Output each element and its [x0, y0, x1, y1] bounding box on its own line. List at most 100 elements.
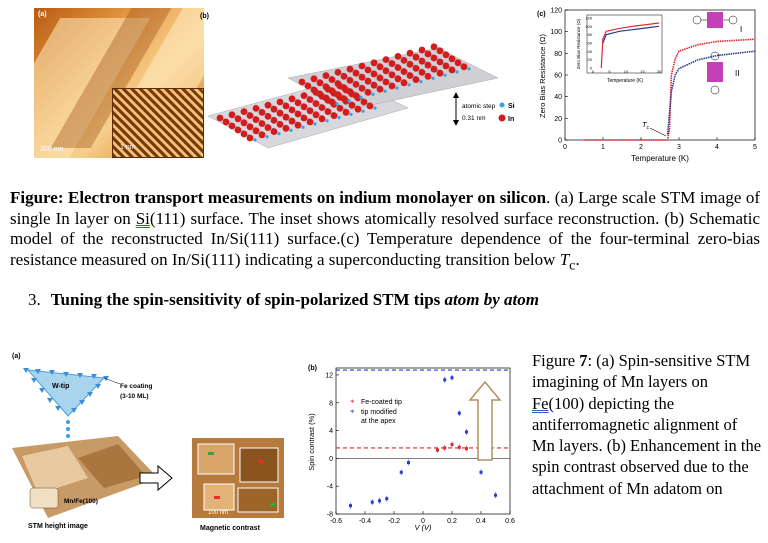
- in-atom: [418, 46, 426, 54]
- x-ticks: 0 1 2 3 4 5: [563, 137, 757, 151]
- in-atom: [388, 82, 396, 90]
- magnetic-contrast-caption: Magnetic contrast: [200, 525, 261, 532]
- in-atom: [318, 104, 326, 111]
- y-tick-label: 4: [329, 428, 333, 435]
- panel-label: (b): [200, 13, 209, 20]
- inset-y-tick-label: 0: [590, 66, 593, 71]
- si-atom: [337, 116, 341, 120]
- in-atom: [352, 69, 360, 77]
- fe-coating-atom: [77, 373, 83, 378]
- data-point: [457, 445, 461, 449]
- si-atom: [383, 89, 387, 93]
- fe-coating-atom: [49, 370, 55, 375]
- series-lines: [584, 38, 756, 141]
- in-atom: [376, 74, 384, 82]
- spin-polarized-stm-figure: (a) W-tip Fe coating (3-10 ML) Mn/Fe(100…: [12, 353, 284, 532]
- si-atom: [431, 76, 435, 80]
- in-atom: [316, 79, 324, 87]
- in-atom: [460, 63, 468, 71]
- in-atom: [294, 99, 302, 107]
- in-atom: [342, 109, 350, 116]
- inset-x-label: Temperature (K): [607, 78, 643, 84]
- in-atom: [276, 109, 284, 117]
- island: [29, 487, 59, 509]
- in-atom: [252, 105, 260, 112]
- four-terminal-schematic-icon: [707, 51, 723, 95]
- in-atom: [264, 113, 272, 120]
- data-point: [349, 504, 352, 508]
- x-tick-label: 3: [677, 144, 681, 151]
- in-atom: [448, 66, 456, 74]
- si-atom: [253, 138, 257, 142]
- in-atom: [306, 96, 314, 103]
- in-atom: [340, 73, 348, 80]
- in-atom: [306, 118, 314, 126]
- inset-y-tick-label: 120: [585, 16, 592, 21]
- legend-red-label: Fe-coated tip: [361, 399, 402, 406]
- in-atom: [276, 121, 284, 128]
- section-title: Tuning the spin-sensitivity of spin-pola…: [50, 290, 445, 309]
- in-atom: [246, 112, 254, 119]
- tip-label: W-tip: [52, 383, 69, 390]
- x-ticks: -0.6 -0.4 -0.2 0 0.2 0.4 0.6: [330, 511, 515, 525]
- tc-symbol: T: [559, 249, 570, 269]
- in-atom: [252, 127, 260, 135]
- y-tick-label: 0: [329, 456, 333, 463]
- si-legend-marker: [499, 102, 505, 108]
- figure-caption: Figure: Electron transport measurements …: [10, 188, 760, 275]
- caption-title: Figure: Electron transport measurements …: [10, 188, 547, 207]
- in-atom: [294, 110, 302, 118]
- in-atom: [454, 59, 462, 67]
- fe-coating-atom: [79, 400, 85, 405]
- coating-thickness: (3-10 ML): [120, 393, 149, 400]
- curve-label-I: I: [740, 25, 742, 34]
- in-atom: [324, 108, 332, 115]
- fe-coating-atom: [55, 406, 61, 411]
- x-axis-label: V (V): [414, 523, 432, 532]
- domain-patch: [197, 443, 235, 475]
- in-atom: [424, 50, 432, 58]
- y-ticks: -8 -4 0 4 8 12: [325, 372, 339, 519]
- in-atom: [276, 98, 284, 106]
- panel-label: (c): [537, 11, 546, 18]
- fe-coating: [23, 368, 109, 413]
- in-atom: [310, 86, 318, 94]
- domain-marker: [258, 460, 264, 463]
- in-atom: [412, 65, 420, 72]
- domain-patch: [239, 447, 279, 483]
- side-caption-text: (100) depicting the antiferromagnetic al…: [532, 393, 762, 498]
- x-tick-label: 1: [601, 144, 605, 151]
- y-tick-label: 20: [554, 116, 562, 123]
- inset-x-tick-label: 15: [640, 69, 645, 74]
- inset-y-label: Zero Bias Resistance (Ω): [576, 18, 581, 69]
- in-atom: [322, 94, 330, 102]
- coating-pointer: [103, 377, 121, 385]
- x-tick-label: 2: [639, 144, 643, 151]
- in-atom: [294, 121, 302, 129]
- in-atom: [376, 85, 384, 93]
- in-atom: [258, 109, 266, 116]
- in-atom: [436, 69, 444, 77]
- in-atom: [330, 112, 338, 119]
- spin-contrast-chart: (b) -8 -4 0 4 8 12 -0.6 -0.4 -0.2 0 0.2 0.4 0.6 Spi…: [307, 365, 515, 532]
- y-tick-label: 40: [554, 94, 562, 101]
- si-atom: [265, 135, 269, 139]
- data-point: [450, 442, 454, 446]
- data-point: [479, 470, 483, 474]
- si-atom: [407, 83, 411, 87]
- legend-blue-label-line2: at the apex: [361, 418, 396, 425]
- tunnel-dot: [66, 427, 70, 431]
- data-point: [465, 447, 468, 451]
- in-atom: [258, 131, 266, 139]
- legend-blue-label: tip modified: [361, 409, 397, 416]
- in-atom: [370, 59, 378, 67]
- in-atom: [364, 66, 372, 74]
- si-atom: [467, 67, 471, 71]
- in-atom: [304, 82, 312, 90]
- in-atom: [334, 69, 342, 76]
- tunnel-dot: [66, 420, 70, 424]
- in-atom: [334, 91, 342, 99]
- in-atom: [264, 124, 272, 131]
- in-atom: [288, 95, 296, 103]
- in-atom: [282, 113, 290, 121]
